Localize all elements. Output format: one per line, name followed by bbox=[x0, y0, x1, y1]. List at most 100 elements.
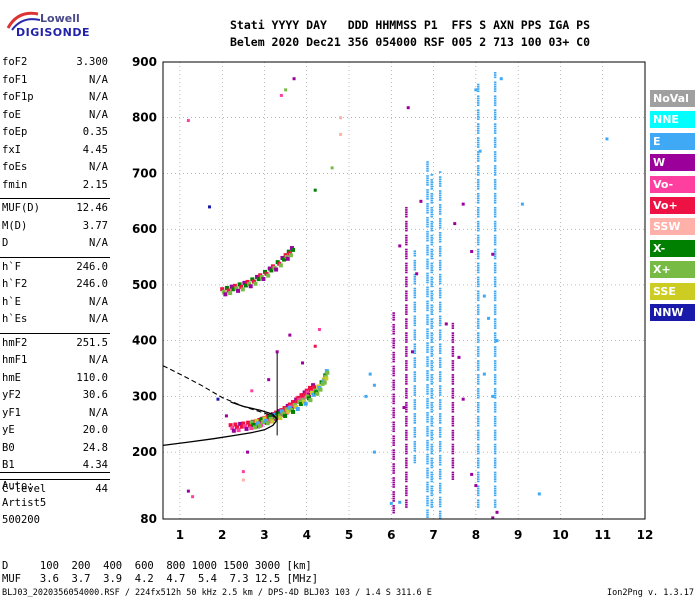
echo-column-point bbox=[493, 429, 497, 432]
ordinary-trace-point bbox=[302, 390, 307, 395]
second-hop-trace-point bbox=[240, 287, 245, 292]
echo-column-point bbox=[430, 366, 433, 369]
echo-column-point bbox=[438, 320, 442, 322]
echo-column-point bbox=[413, 296, 417, 299]
echo-column-point bbox=[430, 294, 433, 297]
echo-column-point bbox=[405, 369, 408, 371]
echo-column-point bbox=[476, 281, 480, 283]
echo-column-point bbox=[426, 358, 429, 361]
echo-column-point bbox=[451, 438, 455, 441]
echo-column-point bbox=[438, 498, 442, 501]
scatter-point bbox=[224, 414, 228, 418]
echo-column-point bbox=[430, 487, 433, 490]
second-hop-trace-point bbox=[274, 267, 279, 272]
echo-column-point bbox=[430, 229, 433, 232]
echo-column-point bbox=[493, 459, 497, 462]
echo-column-point bbox=[476, 380, 480, 383]
echo-column-point bbox=[476, 485, 480, 488]
echo-column-point bbox=[476, 476, 480, 478]
echo-column-point bbox=[430, 313, 433, 316]
echo-column-point bbox=[476, 83, 480, 86]
param-value: N/A bbox=[89, 237, 108, 249]
echo-column-point bbox=[493, 369, 497, 371]
echo-column-point bbox=[476, 415, 480, 418]
scatter-point bbox=[301, 361, 305, 365]
echo-column-point bbox=[451, 452, 455, 455]
echo-column-point bbox=[451, 364, 455, 367]
echo-column-point bbox=[430, 390, 433, 392]
echo-column-point bbox=[451, 376, 455, 378]
echo-column-point bbox=[426, 291, 429, 293]
echo-column-point bbox=[493, 462, 497, 464]
echo-column-point bbox=[476, 141, 480, 144]
scatter-point bbox=[461, 202, 465, 206]
echo-column-point bbox=[430, 383, 433, 385]
echo-column-point bbox=[493, 109, 497, 112]
chart-grid bbox=[163, 61, 646, 520]
echo-column-point bbox=[493, 380, 497, 383]
param-name: B1 bbox=[2, 459, 15, 471]
echo-column-point bbox=[493, 401, 497, 404]
echo-column-point bbox=[493, 457, 497, 460]
echo-column-point bbox=[451, 429, 455, 432]
echo-column-point bbox=[493, 490, 497, 492]
echo-column-point bbox=[405, 213, 408, 216]
echo-column-point bbox=[493, 220, 497, 223]
param-name: h`F2 bbox=[2, 278, 28, 290]
echo-column-point bbox=[426, 344, 429, 347]
echo-column-point bbox=[493, 225, 497, 227]
echo-column-point bbox=[426, 323, 429, 326]
echo-column-point bbox=[493, 241, 497, 244]
echo-column-point bbox=[451, 450, 455, 453]
echo-column-point bbox=[392, 497, 395, 500]
echo-column-point bbox=[476, 113, 480, 116]
logo-swoosh-icon bbox=[6, 11, 41, 31]
echo-column-point bbox=[438, 510, 442, 513]
echo-column-point bbox=[438, 477, 442, 480]
echo-column-point bbox=[426, 258, 429, 261]
echo-column-point bbox=[476, 424, 480, 427]
echo-column-point bbox=[476, 132, 480, 134]
echo-column-point bbox=[405, 438, 408, 441]
echo-column-point bbox=[426, 360, 429, 363]
scatter-point bbox=[499, 77, 503, 81]
echo-column-point bbox=[426, 330, 429, 333]
echo-column-point bbox=[405, 380, 408, 383]
second-hop-trace-point bbox=[288, 253, 293, 258]
echo-column-point bbox=[438, 218, 442, 220]
echo-column-point bbox=[426, 302, 429, 305]
echo-column-point bbox=[430, 241, 433, 244]
echo-column-point bbox=[476, 143, 480, 146]
echo-column-point bbox=[430, 499, 433, 502]
echo-column-point bbox=[426, 476, 429, 479]
ordinary-trace-point bbox=[303, 392, 308, 397]
second-hop-trace-point bbox=[243, 283, 248, 288]
echo-column-point bbox=[413, 408, 417, 410]
echo-column-point bbox=[430, 213, 433, 216]
echo-column-point bbox=[413, 373, 417, 376]
echo-column-point bbox=[493, 445, 497, 448]
scatter-point bbox=[389, 501, 393, 505]
echo-column-point bbox=[392, 312, 395, 314]
extraordinary-trace-point bbox=[320, 381, 325, 386]
echo-column-point bbox=[426, 279, 429, 282]
echo-column-point bbox=[426, 332, 429, 335]
second-hop-trace-point bbox=[239, 284, 244, 289]
echo-column-point bbox=[392, 416, 395, 419]
echo-column-point bbox=[451, 341, 455, 343]
echo-column-point bbox=[392, 451, 395, 454]
echo-column-point bbox=[476, 396, 480, 399]
echo-column-point bbox=[476, 352, 480, 355]
echo-column-point bbox=[451, 473, 455, 476]
echo-column-point bbox=[438, 485, 442, 487]
echo-column-point bbox=[476, 401, 480, 404]
echo-column-point bbox=[476, 264, 480, 267]
echo-column-point bbox=[405, 459, 408, 462]
second-hop-trace-point bbox=[247, 282, 252, 287]
echo-column-point bbox=[438, 419, 442, 422]
echo-column-point bbox=[430, 297, 433, 299]
scatter-point bbox=[457, 355, 461, 359]
echo-column-point bbox=[426, 286, 429, 289]
echo-column-point bbox=[476, 236, 480, 239]
echo-column-point bbox=[493, 492, 497, 494]
